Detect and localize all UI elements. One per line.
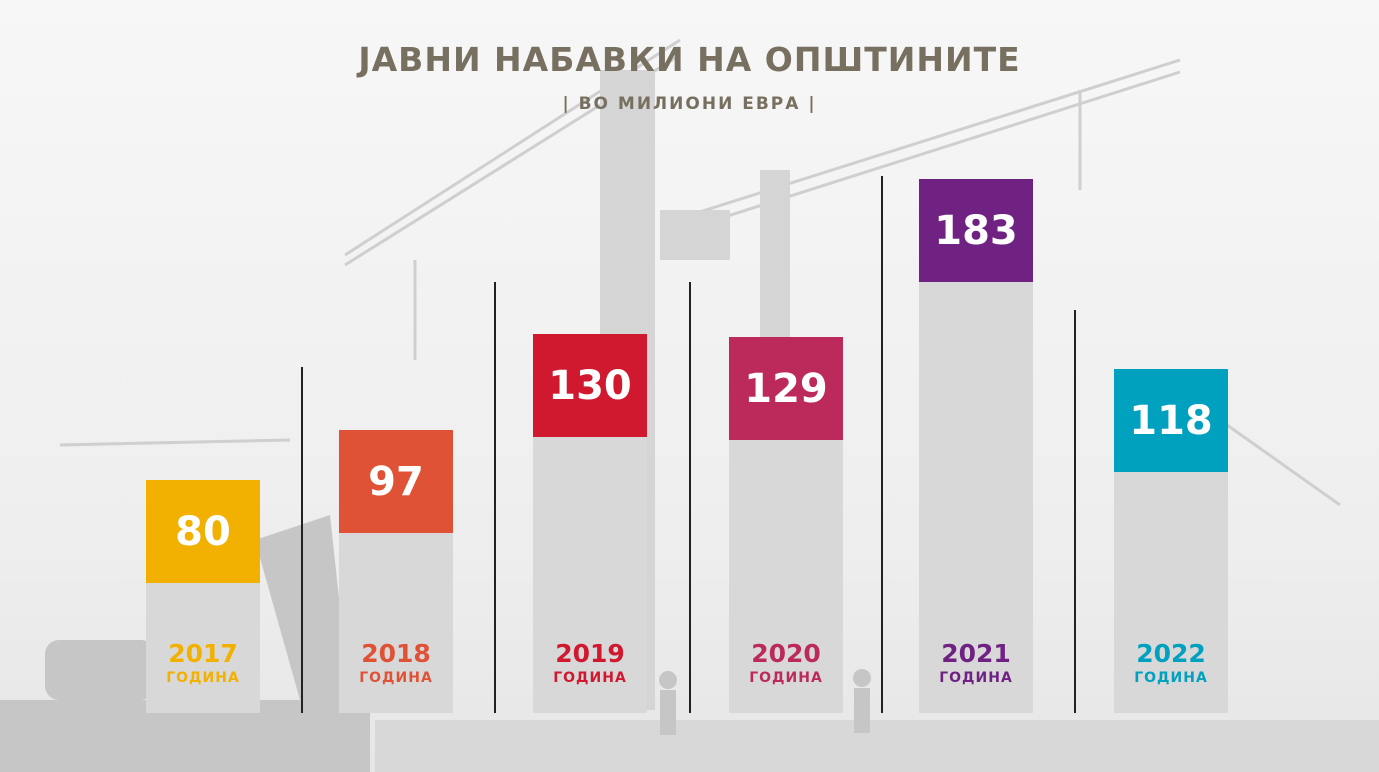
bar-value-label: 97	[339, 430, 453, 533]
column-separator	[301, 367, 303, 713]
year-label: 2020	[751, 639, 821, 668]
bar-2018: 97 2018 ГОДИНА	[339, 430, 453, 713]
year-label: 2022	[1136, 639, 1206, 668]
year-sublabel: ГОДИНА	[553, 670, 627, 686]
column-separator	[689, 282, 691, 713]
year-label: 2021	[941, 639, 1011, 668]
chart-subtitle: | ВО МИЛИОНИ ЕВРА |	[562, 94, 817, 114]
bar-2019: 130 2019 ГОДИНА	[533, 334, 647, 713]
bar-value-label: 118	[1114, 369, 1228, 472]
bar-body	[533, 437, 647, 713]
year-sublabel: ГОДИНА	[939, 670, 1013, 686]
bar-value-label: 183	[919, 179, 1033, 282]
column-separator	[881, 176, 883, 713]
bar-value-label: 129	[729, 337, 843, 440]
bar-body	[919, 282, 1033, 713]
bar-body	[146, 583, 260, 713]
year-label: 2019	[555, 639, 625, 668]
column-separator	[494, 282, 496, 713]
bar-body	[1114, 472, 1228, 713]
chart-title: ЈАВНИ НАБАВКИ НА ОПШТИНИТЕ	[358, 40, 1021, 79]
year-label: 2018	[361, 639, 431, 668]
year-label: 2017	[168, 639, 238, 668]
bar-2022: 118 2022 ГОДИНА	[1114, 369, 1228, 713]
bar-body	[339, 533, 453, 713]
bar-2021: 183 2021 ГОДИНА	[919, 179, 1033, 713]
column-separator	[1074, 310, 1076, 713]
bar-value-label: 80	[146, 480, 260, 583]
bar-2020: 129 2020 ГОДИНА	[729, 337, 843, 713]
year-sublabel: ГОДИНА	[1134, 670, 1208, 686]
year-sublabel: ГОДИНА	[166, 670, 240, 686]
bar-value-label: 130	[533, 334, 647, 437]
bar-body	[729, 440, 843, 713]
bar-2017: 80 2017 ГОДИНА	[146, 480, 260, 713]
year-sublabel: ГОДИНА	[359, 670, 433, 686]
year-sublabel: ГОДИНА	[749, 670, 823, 686]
